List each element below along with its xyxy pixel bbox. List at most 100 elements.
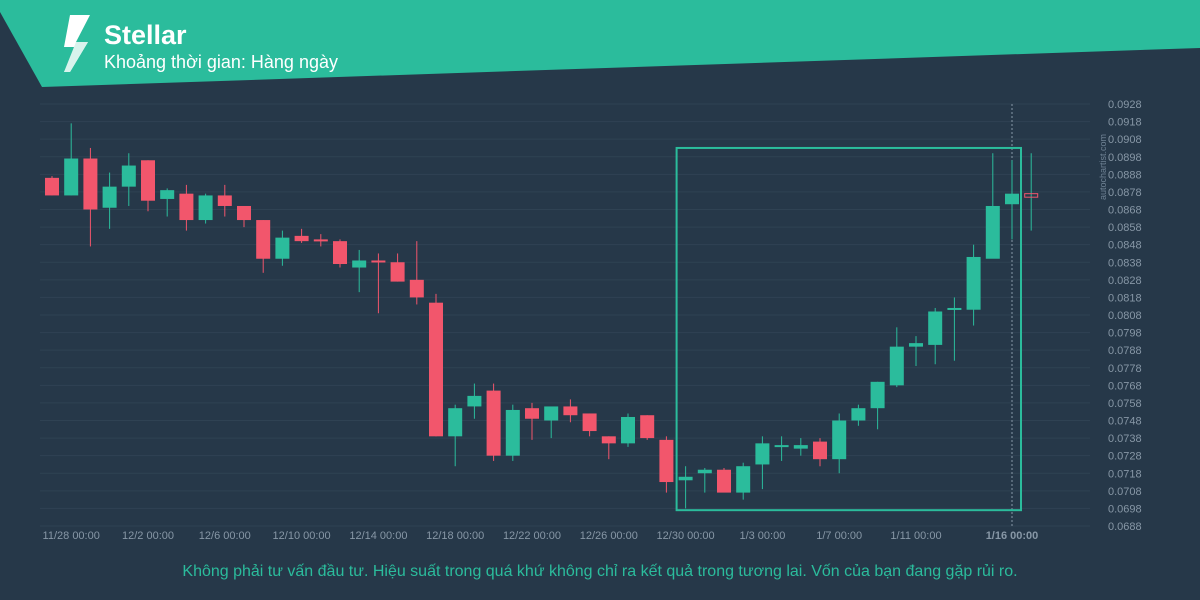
y-tick-label: 0.0848 xyxy=(1108,240,1142,252)
x-tick-label: 12/6 00:00 xyxy=(199,530,251,542)
x-tick-label: 1/3 00:00 xyxy=(739,530,785,542)
candle xyxy=(678,466,693,509)
candle xyxy=(985,153,1000,259)
candle-body xyxy=(83,158,98,210)
candle xyxy=(141,160,155,212)
candle-body xyxy=(678,476,693,481)
disclaimer: Không phải tư vấn đầu tư. Hiệu suất tron… xyxy=(182,563,1018,580)
candle xyxy=(198,193,213,224)
candle-body xyxy=(390,262,405,282)
candle-body xyxy=(621,416,635,444)
candle xyxy=(313,234,328,247)
candle xyxy=(966,244,981,326)
candle-body xyxy=(294,235,309,242)
candle-body xyxy=(736,466,751,493)
x-tick-label: 12/18 00:00 xyxy=(426,530,484,542)
candle-body xyxy=(256,220,271,259)
candle xyxy=(582,413,597,437)
y-tick-label: 0.0908 xyxy=(1108,134,1142,146)
candle-body xyxy=(717,469,731,493)
candle-body xyxy=(448,408,463,437)
candle xyxy=(179,184,194,231)
candle xyxy=(544,406,559,439)
candle-body xyxy=(851,408,866,421)
x-tick-label: 11/28 00:00 xyxy=(43,530,100,542)
candle-body xyxy=(755,443,770,465)
candle xyxy=(102,172,117,229)
candle xyxy=(256,220,271,273)
candle xyxy=(429,293,443,437)
candle-body xyxy=(525,408,539,419)
header-banner xyxy=(0,0,1200,87)
candle-body xyxy=(659,439,674,483)
candle xyxy=(832,413,847,474)
candle-body xyxy=(966,256,981,310)
y-tick-label: 0.0878 xyxy=(1108,187,1142,199)
candle xyxy=(1005,160,1019,240)
candle-body xyxy=(409,279,424,298)
candle xyxy=(275,230,290,266)
y-tick-label: 0.0718 xyxy=(1108,468,1142,480)
x-tick-label: 12/10 00:00 xyxy=(273,530,331,542)
y-tick-label: 0.0698 xyxy=(1108,503,1142,515)
candle-body xyxy=(467,395,482,407)
candle xyxy=(505,404,520,461)
y-tick-label: 0.0778 xyxy=(1108,363,1142,375)
candle-body xyxy=(429,302,443,437)
y-tick-label: 0.0918 xyxy=(1108,117,1142,129)
candle-body xyxy=(947,307,962,310)
candle xyxy=(563,399,578,423)
y-tick-label: 0.0888 xyxy=(1108,169,1142,181)
stellar-logo-icon xyxy=(64,15,90,72)
x-tick-label: 1/11 00:00 xyxy=(890,530,941,542)
candle xyxy=(237,205,251,228)
candle-body xyxy=(486,390,501,456)
candle-body xyxy=(64,158,79,196)
x-tick-label: 12/22 00:00 xyxy=(503,530,561,542)
candle-body xyxy=(870,381,885,409)
candle-body xyxy=(889,346,904,386)
y-tick-label: 0.0728 xyxy=(1108,451,1142,463)
candle xyxy=(1024,153,1039,231)
candle-body xyxy=(1024,193,1039,198)
candle-body xyxy=(121,165,136,187)
y-tick-label: 0.0748 xyxy=(1108,416,1142,428)
candle xyxy=(333,239,347,268)
candle-body xyxy=(601,436,616,444)
candle xyxy=(64,123,79,196)
candle xyxy=(160,188,175,217)
candle-body xyxy=(352,260,367,268)
candle xyxy=(448,404,463,467)
candle-body xyxy=(909,343,923,347)
price-grid xyxy=(40,103,1090,527)
candle xyxy=(697,467,712,493)
candle-body xyxy=(505,409,520,456)
candle xyxy=(467,383,482,419)
candle xyxy=(928,307,943,365)
candle xyxy=(294,228,309,243)
candle xyxy=(621,413,635,447)
y-tick-label: 0.0758 xyxy=(1108,398,1142,410)
candle-body xyxy=(563,406,578,416)
x-tick-label: 1/7 00:00 xyxy=(816,530,862,542)
candle xyxy=(909,336,923,366)
candle-body xyxy=(640,415,655,439)
candle-body xyxy=(313,239,328,242)
candle-body xyxy=(928,311,943,345)
candle xyxy=(755,436,770,490)
candle-body xyxy=(102,186,117,208)
candle-body xyxy=(160,190,175,199)
pattern-layer xyxy=(675,146,1022,512)
y-tick-label: 0.0838 xyxy=(1108,257,1142,269)
candle xyxy=(121,153,136,206)
candle-body xyxy=(179,193,194,221)
pattern-box xyxy=(675,146,1022,512)
candle xyxy=(352,249,367,293)
candle xyxy=(525,402,539,440)
y-tick-label: 0.0708 xyxy=(1108,486,1142,498)
watermark: autochartist.com xyxy=(1098,134,1108,200)
chart-title: Stellar xyxy=(104,20,187,50)
candle-body xyxy=(985,205,1000,259)
